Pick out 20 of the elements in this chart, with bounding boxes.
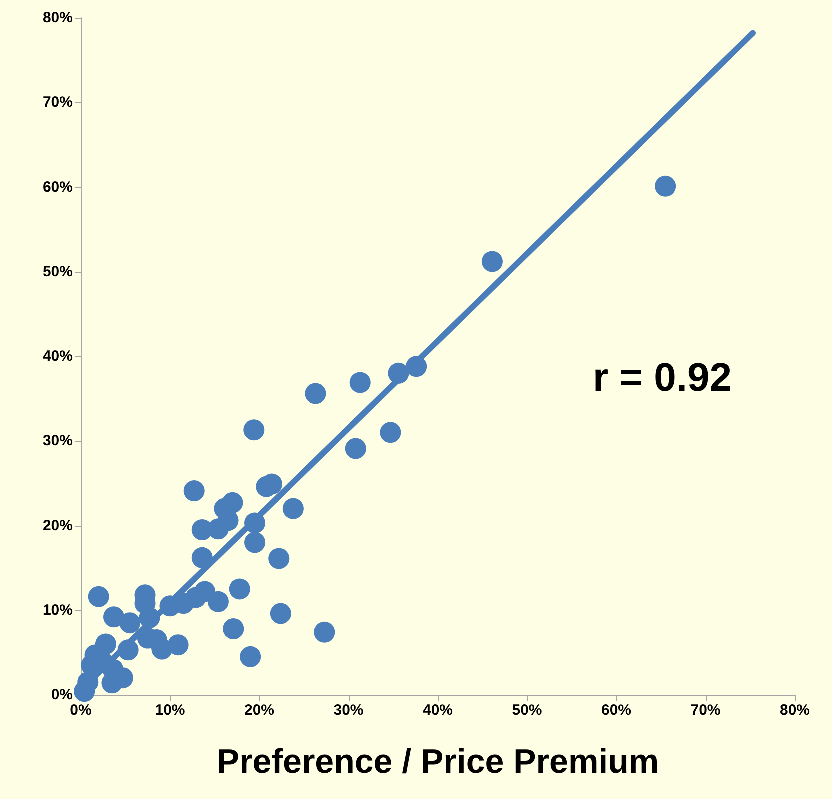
y-tick-label: 40% [42, 348, 73, 365]
x-tick-label: 0% [70, 702, 92, 719]
y-tick-label: 30% [42, 432, 73, 450]
x-tick-label: 60% [601, 702, 632, 719]
y-tick-label: 10% [42, 602, 73, 619]
y-tick-label: 20% [42, 517, 73, 534]
y-tick-label: 50% [42, 263, 73, 280]
annotation: r = 0.92 [592, 356, 732, 400]
x-tick-label: 30% [334, 702, 364, 719]
x-axis-title: Preference / Price Premium [216, 743, 660, 781]
y-tick-label: 0% [51, 686, 73, 704]
x-tick-label: 80% [780, 702, 810, 719]
y-tick-label: 70% [42, 94, 73, 112]
y-tick-label: 60% [42, 178, 73, 196]
x-tick-label: 50% [512, 702, 542, 719]
y-tick-label: 80% [42, 10, 73, 26]
x-tick-label: 70% [690, 702, 721, 719]
x-tick-label: 20% [244, 702, 275, 719]
x-tick-label: 40% [422, 702, 454, 719]
x-tick-label: 10% [155, 702, 186, 719]
